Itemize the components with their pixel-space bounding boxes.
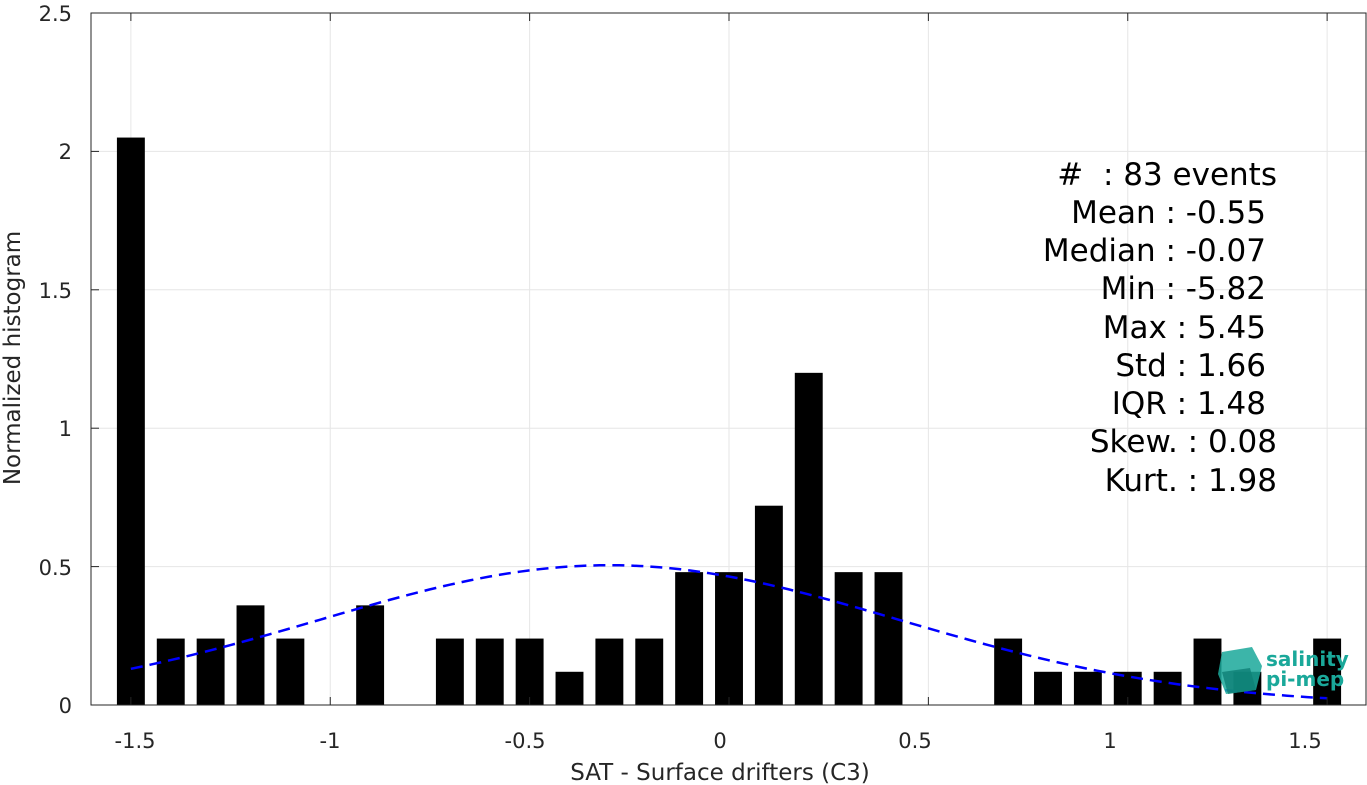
logo-mark-shade-icon [1222,668,1256,694]
x-tick-label: -1.5 [115,729,156,753]
bars [116,137,1342,705]
stat-std: Std : 1.66 [1115,348,1266,384]
stat-mean: Mean : -0.55 [1071,195,1266,231]
histogram-bar [356,605,385,705]
histogram-bar [1034,671,1062,705]
histogram-bar [1153,671,1182,705]
logo-line1: salinity [1266,647,1349,671]
histogram-bar [794,372,823,705]
y-tick-label: 0.5 [39,556,72,580]
y-tick-label: 1.5 [39,279,72,303]
logo-line2: pi-mep [1266,667,1344,691]
histogram-bar [276,638,305,705]
y-tick-label: 1 [59,417,72,441]
salinity-pimep-logo: salinity pi-mep [1218,647,1349,694]
histogram-bar [715,572,743,705]
x-tick-label: 1 [1103,729,1116,753]
stat-events: # : 83 events [1057,157,1277,193]
histogram-bar [475,638,504,705]
axis-ticks [91,12,1328,706]
histogram-bar [675,572,704,705]
histogram-bar [435,638,464,705]
histogram-bar [1193,638,1222,705]
histogram-bar [595,638,624,705]
y-tick-label: 0 [59,694,72,718]
stat-min: Min : -5.82 [1101,271,1266,307]
x-tick-label: -1 [320,729,341,753]
stat-iqr: IQR : 1.48 [1112,386,1266,422]
histogram-bar [156,638,185,705]
y-tick-label: 2 [59,140,72,164]
histogram-bar [834,572,863,705]
x-axis-label: SAT - Surface drifters (C3) [570,760,870,785]
stat-skew: Skew. : 0.08 [1090,424,1277,460]
stat-max: Max : 5.45 [1103,310,1266,346]
normal-fit-curve [130,563,1328,700]
y-tick-label: 2.5 [39,2,72,26]
stat-median: Median : -0.07 [1043,233,1266,269]
histogram-bar [994,638,1023,705]
y-axis-label: Normalized histogram [0,231,26,485]
stat-kurt: Kurt. : 1.98 [1105,463,1277,499]
histogram-bar [196,638,225,705]
x-tick-label: 0.5 [898,729,931,753]
histogram-bar [874,572,903,705]
histogram-bar [1313,638,1342,705]
histogram-bar [555,671,584,705]
histogram-bar [754,505,783,705]
x-tick-label: 1.5 [1288,729,1321,753]
histogram-bar [236,605,265,705]
x-tick-label: -0.5 [505,729,546,753]
histogram-bar [635,638,664,705]
histogram-bar [116,137,145,705]
histogram-bar [1073,671,1102,705]
histogram-bar [515,638,544,705]
x-tick-label: 0 [713,729,726,753]
